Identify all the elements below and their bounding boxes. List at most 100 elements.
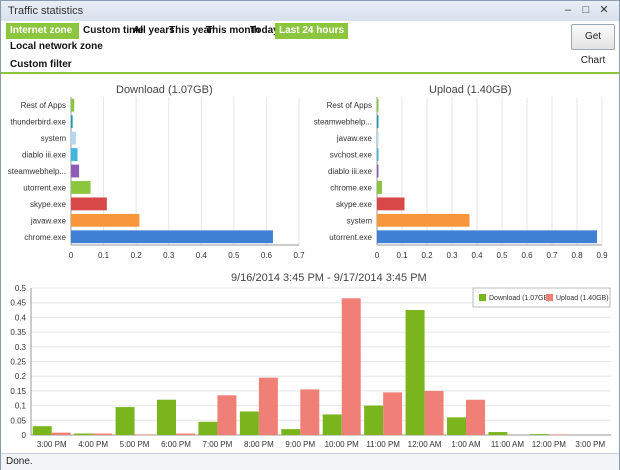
period-custom-time[interactable]: Custom time [83, 25, 144, 36]
download-bar [71, 230, 273, 244]
download-bar [32, 426, 52, 435]
download-bar [71, 213, 140, 227]
upload-bar [377, 148, 379, 161]
timeline-y-tick: 0.5 [15, 284, 27, 293]
zone-custom-filter[interactable]: Custom filter [10, 59, 72, 70]
download-bar [405, 310, 425, 435]
timeline-x-tick: 11:00 AM [491, 440, 525, 449]
download-bar [488, 432, 508, 435]
zone-local-network[interactable]: Local network zone [10, 41, 103, 52]
download-x-tick: 0.6 [261, 251, 273, 260]
upload-x-tick: 0.1 [396, 251, 408, 260]
timeline-x-tick: 9:00 PM [285, 440, 315, 449]
download-bar [364, 405, 384, 435]
timeline-x-tick: 10:00 PM [325, 440, 360, 449]
upload-category-label: svchost.exe [330, 151, 373, 160]
upload-bar [176, 433, 195, 435]
download-bar [71, 181, 91, 194]
timeline-chart: 0 0.05 0.1 0.15 0.2 0.25 0.3 0.35 0.4 0.45 0.5 3:00… [10, 284, 611, 449]
timeline-x-tick: 5:00 PM [120, 440, 150, 449]
upload-bar [548, 434, 568, 435]
upload-category-label: chrome.exe [330, 183, 372, 192]
timeline-y-tick: 0.2 [15, 372, 27, 381]
legend-download-label: Download (1.07GB) [489, 295, 550, 302]
download-bar [115, 407, 135, 435]
upload-x-tick: 0.5 [496, 251, 508, 260]
timeline-y-tick: 0 [22, 431, 27, 440]
download-bar [71, 115, 73, 129]
download-bar [447, 417, 466, 435]
download-bar [71, 98, 75, 112]
period-this-year[interactable]: This year [169, 25, 213, 36]
timeline-x-tick: 11:00 PM [366, 440, 400, 449]
upload-bar [377, 115, 379, 129]
upload-bar [383, 392, 403, 435]
upload-x-tick: 0 [375, 251, 380, 260]
timeline-x-tick: 4:00 PM [78, 440, 108, 449]
download-x-tick: 0.1 [98, 251, 110, 260]
upload-bar [377, 213, 470, 227]
upload-bar [93, 433, 113, 435]
upload-x-tick: 0.6 [521, 251, 533, 260]
download-category-label: skype.exe [30, 200, 67, 209]
timeline-x-tick: 3:00 PM [37, 440, 67, 449]
upload-bar [377, 164, 379, 178]
timeline-legend [472, 287, 611, 308]
upload-category-label: steamwebhelp... [314, 118, 372, 127]
upload-x-tick: 0.3 [446, 251, 458, 260]
period-today[interactable]: Today [250, 25, 279, 36]
timeline-x-tick: 6:00 PM [161, 440, 191, 449]
download-category-label: utorrent.exe [23, 183, 66, 192]
upload-category-label: javaw.exe [336, 134, 373, 143]
upload-x-tick: 0.4 [471, 251, 483, 260]
upload-x-tick: 0.7 [546, 251, 558, 260]
download-bar [281, 429, 301, 435]
get-chart-button[interactable]: Get Chart [571, 24, 615, 66]
period-this-month[interactable]: This month [206, 25, 260, 36]
download-bar [239, 411, 259, 435]
title-bar: Traffic statistics – □ ✕ [1, 1, 619, 22]
upload-bar [258, 377, 278, 435]
timeline-x-tick: 1:00 AM [451, 440, 481, 449]
download-bar [71, 131, 76, 145]
zone-internet[interactable]: Internet zone [6, 23, 79, 39]
timeline-y-tick: 0.1 [15, 402, 27, 411]
upload-x-tick: 0.8 [571, 251, 583, 260]
toolbar-separator [1, 72, 619, 74]
upload-bar [51, 432, 71, 435]
timeline-x-tick: 12:00 PM [532, 440, 567, 449]
legend-download-swatch [479, 294, 486, 301]
period-last-24-hours[interactable]: Last 24 hours [275, 23, 349, 39]
window-title: Traffic statistics [8, 5, 84, 17]
maximize-button[interactable]: □ [582, 4, 590, 16]
download-x-tick: 0 [69, 251, 74, 260]
timeline-y-tick: 0.25 [10, 358, 26, 367]
download-bar [198, 421, 218, 435]
download-bar [71, 148, 78, 161]
upload-bar [217, 395, 237, 435]
download-category-label: Rest of Apps [21, 101, 66, 110]
timeline-x-tick: 7:00 PM [203, 440, 233, 449]
upload-bar [377, 181, 382, 194]
upload-category-label: utorrent.exe [329, 233, 372, 242]
upload-bar [300, 389, 320, 435]
upload-x-tick: 0.2 [421, 251, 433, 260]
legend-upload-label: Upload (1.40GB) [556, 295, 609, 302]
minimize-button[interactable]: – [564, 4, 572, 16]
period-all-years[interactable]: All years [133, 25, 175, 36]
upload-category-label: skype.exe [336, 200, 373, 209]
upload-bar [134, 434, 154, 435]
download-x-tick: 0.7 [293, 251, 305, 260]
download-bar [71, 164, 80, 178]
status-text: Done. [6, 456, 33, 467]
download-chart-title: Download (1.07GB) [116, 84, 213, 96]
download-category-label: system [41, 134, 67, 143]
close-button[interactable]: ✕ [599, 4, 609, 16]
timeline-y-tick: 0.4 [15, 313, 27, 322]
upload-bar [377, 131, 379, 145]
upload-bar [377, 197, 405, 211]
timeline-x-tick: 8:00 PM [244, 440, 274, 449]
legend-upload-swatch [546, 294, 553, 301]
toolbar: Internet zone Local network zone Custom … [1, 21, 619, 73]
